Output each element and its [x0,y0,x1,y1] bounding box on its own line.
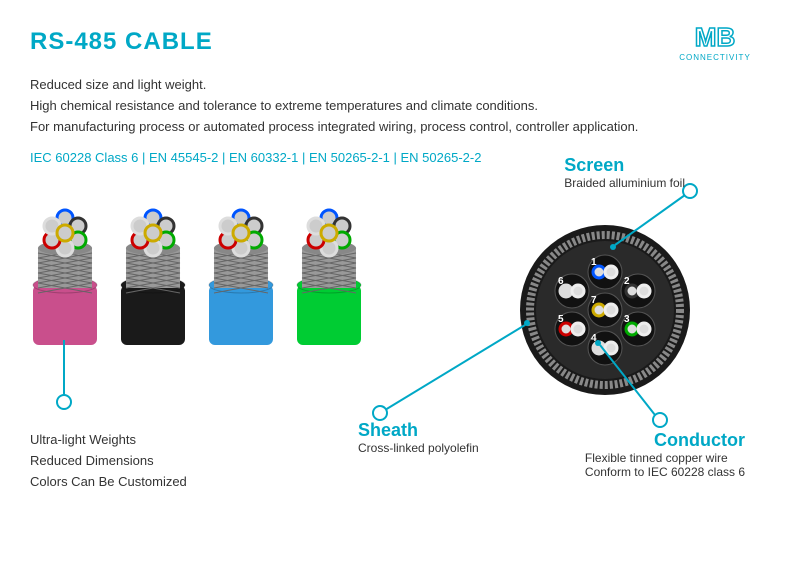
callout-screen-line [615,195,735,255]
svg-text:1: 1 [591,257,597,268]
cable-variants-row [30,200,364,345]
standards-list: IEC 60228 Class 6 | EN 45545-2 | EN 6033… [30,150,481,165]
logo-text: MB [695,22,735,52]
desc-line-1: Reduced size and light weight. [30,75,638,96]
sheath-heading: Sheath [358,420,479,441]
callout-sheath: Sheath Cross-linked polyolefin [358,420,479,455]
cable-variant-3 [206,200,276,345]
page-title: RS-485 CABLE [30,28,213,56]
description-block: Reduced size and light weight. High chem… [30,75,638,137]
callout-features [50,340,90,430]
desc-line-3: For manufacturing process or automated p… [30,117,638,138]
svg-text:3: 3 [624,314,630,325]
svg-text:5: 5 [558,314,564,325]
callout-sheath-line [385,325,535,425]
sheath-sub: Cross-linked polyolefin [358,441,479,455]
cable-variant-2 [118,200,188,345]
feature-1: Ultra-light Weights [30,430,187,451]
screen-sub: Braided alluminium foil [564,176,685,190]
callout-screen: Screen Braided alluminium foil [564,155,685,190]
brand-logo: MB CONNECTIVITY [660,18,770,73]
conductor-sub-1: Flexible tinned copper wire [585,451,745,465]
conductor-heading: Conductor [585,430,745,451]
feature-3: Colors Can Be Customized [30,472,187,493]
logo-sub: CONNECTIVITY [679,53,751,62]
conductor-sub-2: Conform to IEC 60228 class 6 [585,465,745,479]
callout-conductor: Conductor Flexible tinned copper wire Co… [585,430,745,479]
features-block: Ultra-light Weights Reduced Dimensions C… [30,430,187,492]
svg-text:7: 7 [591,295,597,306]
desc-line-2: High chemical resistance and tolerance t… [30,96,638,117]
feature-2: Reduced Dimensions [30,451,187,472]
cable-variant-1 [30,200,100,345]
svg-text:6: 6 [558,276,564,287]
svg-text:2: 2 [624,276,630,287]
cable-variant-4 [294,200,364,345]
screen-heading: Screen [564,155,685,176]
callout-conductor-line [600,345,720,435]
